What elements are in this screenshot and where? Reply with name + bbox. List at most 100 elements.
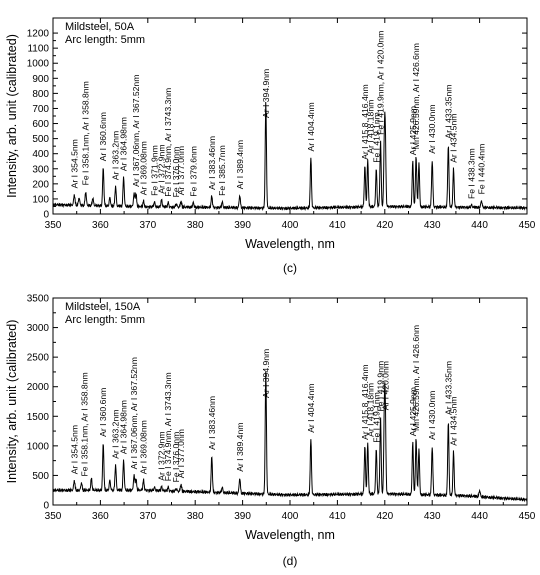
x-axis-title: Wavelength, nm — [245, 528, 335, 542]
spectrum-line — [52, 371, 528, 503]
peak-label: Ar I 377.0nm — [176, 429, 186, 478]
y-tick-label: 2500 — [27, 353, 50, 364]
peak-label: Ar I 434.5nm — [449, 114, 459, 163]
info-line: Mildsteel, 50A — [65, 21, 135, 33]
peak-label: Fe I 358.1nm, Ar I 358.8nm — [79, 372, 89, 476]
x-tick-label: 440 — [471, 220, 488, 231]
info-line: Arc length: 5mm — [65, 314, 145, 326]
x-tick-label: 450 — [519, 220, 536, 231]
peak-label: Ar I 394.9nm — [261, 349, 271, 398]
x-tick-label: 380 — [187, 220, 204, 231]
y-tick-label: 1500 — [27, 412, 50, 423]
peak-label: Fe I 376.0nm — [171, 432, 181, 483]
peak-label: Ar I 404.4nm — [306, 384, 316, 433]
peak-label: Fe I 358.1nm, Ar I 358.8nm — [81, 81, 91, 185]
peak-label: Fe I 419.9nm — [376, 361, 386, 412]
y-tick-label: 2000 — [27, 382, 50, 393]
y-tick-label: 100 — [32, 194, 49, 205]
peak-label: Ar I 360.6nm — [98, 112, 108, 161]
x-tick-label: 410 — [329, 511, 346, 522]
spectrum-line — [52, 101, 528, 212]
y-tick-label: 300 — [32, 164, 49, 175]
chart-d: 350 360 370 380 390 400 410 420 430 440 450 0 500 100… — [5, 294, 536, 569]
peak-label: Fe I 376.0nm — [171, 147, 181, 198]
peak-label: Ar I 415.8, 416.4nm — [360, 364, 370, 439]
peak-label: Fe I 419.1nm — [371, 392, 381, 443]
x-tick-label: 420 — [376, 511, 393, 522]
y-tick-label: 400 — [32, 149, 49, 160]
peak-label: Ar I 363.2nm — [111, 410, 121, 459]
peak-label: Ar I 354.5nm — [69, 139, 79, 188]
x-tick-label: 370 — [139, 220, 156, 231]
y-tick-label: 1000 — [27, 59, 50, 70]
peak-label: Ar I 430.0nm — [427, 391, 437, 440]
peak-label: Ar I 383.46nm — [207, 396, 217, 450]
y-tick-label: 0 — [43, 210, 49, 221]
peak-label: Fe I 438.3nm — [467, 148, 477, 199]
peak-label: Ar I 404.4nm — [306, 102, 316, 151]
peak-label: Ar I 363.2nm — [111, 131, 121, 180]
peak-label: Ar I 364.98nm — [119, 400, 129, 454]
peak-label: Ar I 383.46nm — [207, 136, 217, 190]
x-tick-label: 350 — [45, 511, 62, 522]
y-axis-title: Intensity, arb. unit (calibrated) — [5, 34, 19, 198]
peak-label: Ar I 372.9nm — [157, 144, 167, 193]
peak-label: Ar I 433.35nm — [443, 85, 453, 139]
info-line: Mildsteel, 150A — [65, 301, 141, 313]
peak-label: Fe I 374.9nm, Ar I 3743.3nm — [163, 88, 173, 197]
peak-label: Fe I 419.1nm — [371, 112, 381, 163]
y-tick-label: 700 — [32, 104, 49, 115]
peak-label: Ar I 425.9nm — [408, 387, 418, 436]
x-tick-label: 390 — [234, 220, 251, 231]
peak-label: Fe I 385.7nm — [217, 145, 227, 196]
x-tick-label: 350 — [45, 220, 62, 231]
peak-label: Fe I 371.9nm — [149, 145, 159, 196]
y-tick-label: 1100 — [27, 44, 49, 55]
peak-label: Ar I 369.08nm — [139, 141, 149, 195]
peak-label: Ar I 433.35nm — [443, 361, 453, 415]
peak-label: Mn 426.59nm, Ar I 426.6nm — [411, 325, 421, 431]
peak-label: Ar I 364.98nm — [119, 117, 129, 171]
peak-label: Fe I 379.6nm — [188, 146, 198, 197]
y-tick-label: 500 — [32, 134, 49, 145]
peak-label: Ar I 415.8, 416.4nm — [360, 84, 370, 159]
peak-label: Ar I 369.08nm — [139, 420, 149, 474]
y-tick-label: 1200 — [27, 29, 50, 40]
peak-label: Ar I 418.18nm — [366, 100, 376, 154]
peak-label: Ar I 418.18nm — [366, 383, 376, 437]
x-tick-label: 400 — [282, 511, 299, 522]
y-tick-label: 900 — [32, 74, 49, 85]
y-tick-label: 3500 — [27, 294, 50, 305]
peak-label: Ar I 354.5nm — [69, 425, 79, 474]
peak-label: Ar I 389.4nm — [235, 140, 245, 189]
peak-label: Ar I 420.0nm — [380, 361, 390, 410]
peak-label: Ar I 389.4nm — [235, 423, 245, 472]
y-tick-label: 800 — [32, 89, 49, 100]
peak-label: Ar I 372.9nm — [157, 431, 167, 480]
y-axis-title: Intensity, arb. unit (calibrated) — [5, 320, 19, 484]
x-axis-title: Wavelength, nm — [245, 237, 335, 251]
x-tick-label: 430 — [424, 511, 441, 522]
y-tick-label: 3000 — [27, 323, 50, 334]
peak-label: Ar I 377.0nm — [176, 146, 186, 195]
peak-label: Ar I 367.06nm, Ar I 367.52nm — [131, 75, 141, 187]
x-tick-label: 380 — [187, 511, 204, 522]
peak-label: Ar I 434.5nm — [449, 397, 459, 446]
peak-label: Fe I 419.9nm, Ar I 420.0nm — [376, 31, 386, 135]
y-tick-label: 1000 — [27, 441, 50, 452]
peak-label: Ar I 367.06nm, Ar I 367.52nm — [129, 357, 139, 469]
peak-label: Ar I 425.9nm — [408, 106, 418, 155]
peak-label: Fe I 440.4nm — [477, 144, 487, 195]
x-tick-label: 450 — [519, 511, 536, 522]
x-tick-label: 390 — [234, 511, 251, 522]
x-tick-label: 430 — [424, 220, 441, 231]
chart-c: 350 360 370 380 390 400 410 420 430 440 450 0 100 200… — [5, 17, 536, 275]
x-tick-label: 440 — [471, 511, 488, 522]
peak-label: Ar I 360.6nm — [98, 388, 108, 437]
y-tick-label: 0 — [43, 501, 49, 512]
x-tick-label: 410 — [329, 220, 346, 231]
figure-caption: (c) — [283, 261, 297, 275]
y-tick-label: 500 — [32, 471, 49, 482]
y-tick-label: 200 — [32, 179, 49, 190]
y-tick-label: 600 — [32, 119, 49, 130]
